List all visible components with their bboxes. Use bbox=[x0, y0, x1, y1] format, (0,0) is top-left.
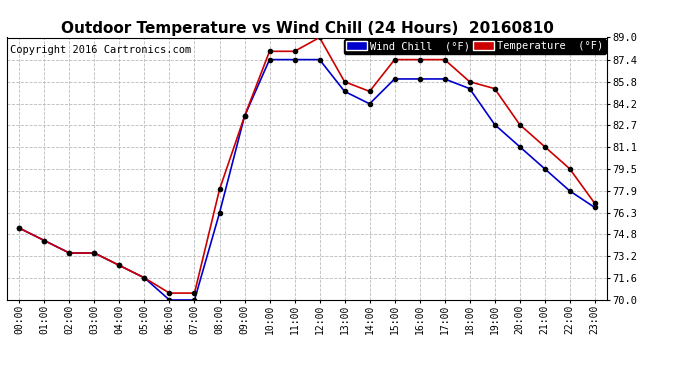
Text: Copyright 2016 Cartronics.com: Copyright 2016 Cartronics.com bbox=[10, 45, 191, 56]
Legend: Wind Chill  (°F), Temperature  (°F): Wind Chill (°F), Temperature (°F) bbox=[344, 39, 606, 54]
Title: Outdoor Temperature vs Wind Chill (24 Hours)  20160810: Outdoor Temperature vs Wind Chill (24 Ho… bbox=[61, 21, 553, 36]
